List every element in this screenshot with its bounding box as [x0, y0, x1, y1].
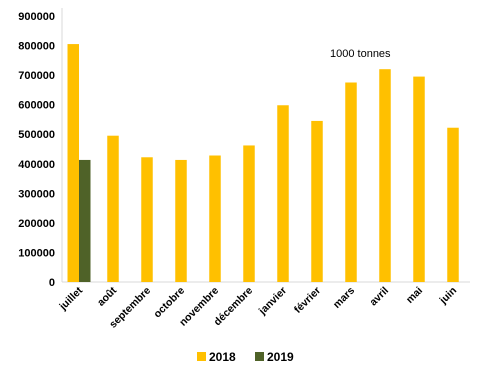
- y-tick-label: 700000: [18, 70, 55, 82]
- y-axis-ticks: 0 100000 200000 300000 400000 500000 600000 700…: [18, 11, 55, 289]
- chart-annotation: 1000 tonnes: [330, 48, 391, 60]
- y-tick-label: 800000: [18, 41, 55, 53]
- x-tick-label: août: [95, 284, 120, 309]
- legend: 2018 2019: [197, 350, 294, 364]
- y-tick-label: 400000: [18, 159, 55, 171]
- y-tick-label: 0: [49, 277, 55, 289]
- legend-swatch-2018: [197, 352, 206, 361]
- x-tick-label: mars: [331, 285, 357, 311]
- bar-2018-octobre: [175, 159, 187, 282]
- bar-2018-mars: [345, 82, 357, 282]
- bar-2018-mai: [413, 76, 425, 282]
- bar-2018-novembre: [209, 155, 221, 282]
- y-tick-label: 900000: [18, 11, 55, 23]
- y-tick-label: 200000: [18, 218, 55, 230]
- x-tick-label: avril: [367, 285, 391, 309]
- bars: [67, 44, 459, 283]
- x-axis-ticks: juillet aoûtseptembreoctobrenovembredécem…: [57, 284, 460, 330]
- bar-2018-avril: [379, 69, 391, 282]
- bar-2018-février: [311, 120, 323, 282]
- legend-label-2018: 2018: [209, 350, 236, 364]
- y-tick-label: 600000: [18, 100, 55, 112]
- legend-swatch-2019: [255, 352, 264, 361]
- bar-2018-juillet: [67, 44, 79, 283]
- bar-2018-juin: [447, 127, 459, 282]
- bar-2019-juillet: [79, 159, 91, 282]
- x-tick-label: janvier: [256, 285, 289, 318]
- bar-2018-septembre: [141, 157, 153, 282]
- x-tick-label: mai: [404, 285, 425, 306]
- y-tick-label: 100000: [18, 247, 55, 259]
- y-tick-label: 300000: [18, 188, 55, 200]
- x-tick-label: février: [292, 285, 323, 316]
- bar-2018-décembre: [243, 145, 255, 282]
- bar-2018-janvier: [277, 105, 289, 282]
- bar-2018-août: [107, 135, 119, 282]
- x-tick-label: juillet: [57, 284, 86, 313]
- legend-label-2019: 2019: [267, 350, 294, 364]
- x-tick-label: juin: [437, 285, 459, 307]
- y-tick-label: 500000: [18, 129, 55, 141]
